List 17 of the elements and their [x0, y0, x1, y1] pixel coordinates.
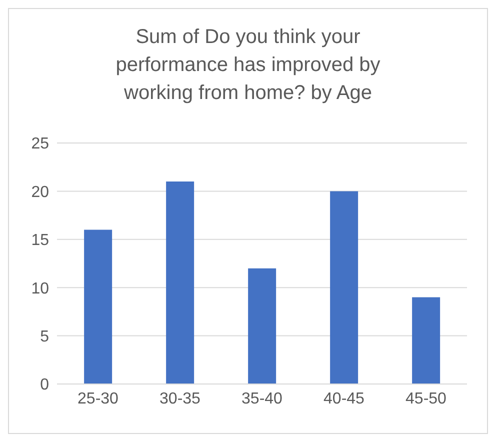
bar: [166, 182, 194, 384]
bar: [412, 297, 440, 384]
chart-title: Sum of Do you think your performance has improved by working from home? by Age: [114, 25, 382, 106]
x-tick-label: 25-30: [78, 390, 119, 408]
y-tick-label: 20: [31, 184, 50, 201]
y-tick-label: 10: [31, 280, 50, 298]
bar: [248, 268, 276, 384]
y-tick-label: 15: [31, 232, 50, 250]
x-tick-label: 30-35: [160, 390, 201, 408]
y-tick-label: 5: [40, 328, 50, 346]
y-tick-label: 0: [40, 376, 50, 394]
x-tick-label: 35-40: [242, 390, 283, 408]
bar: [330, 191, 358, 384]
x-tick-label: 40-45: [324, 390, 365, 408]
x-tick-label: 45-50: [406, 390, 447, 408]
y-tick-label: 25: [31, 136, 50, 153]
bar: [84, 230, 112, 384]
